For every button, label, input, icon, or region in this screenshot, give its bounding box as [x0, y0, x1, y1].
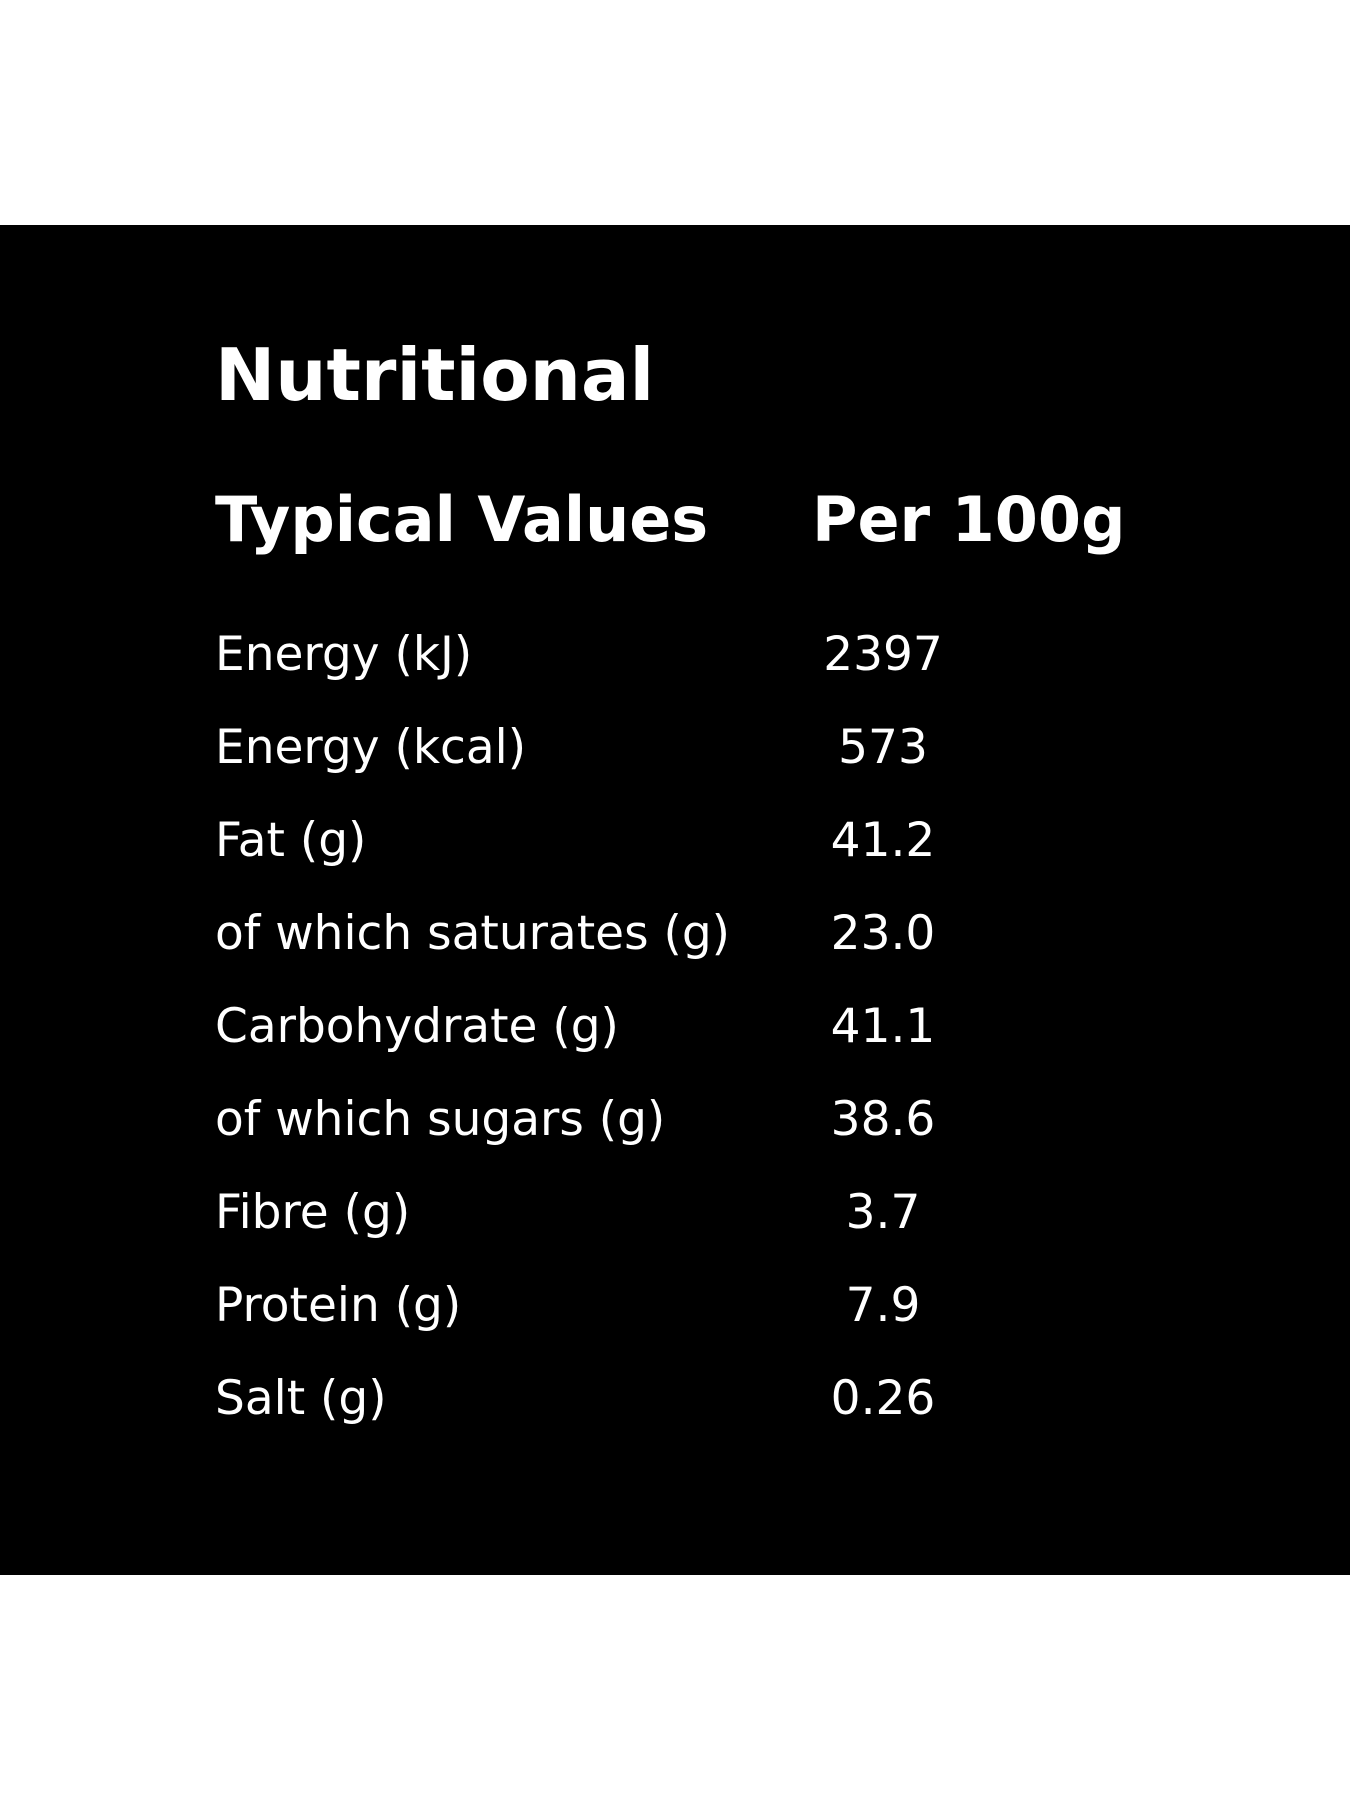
- row-value: 3.7: [845, 1185, 921, 1240]
- row-label: Energy (kcal): [215, 720, 527, 775]
- row-value: 23.0: [830, 906, 936, 961]
- row-label: of which saturates (g): [215, 906, 731, 961]
- table-row: Energy (kcal) 573: [215, 708, 1135, 801]
- row-label: Energy (kJ): [215, 627, 473, 682]
- table-row: Protein (g) 7.9: [215, 1266, 1135, 1359]
- nutrition-panel: [0, 225, 1350, 1575]
- row-value: 7.9: [845, 1278, 921, 1333]
- table-row: Fibre (g) 3.7: [215, 1173, 1135, 1266]
- table-row: of which sugars (g) 38.6: [215, 1080, 1135, 1173]
- row-value: 41.1: [830, 999, 936, 1054]
- header-typical-values: Typical Values: [215, 483, 709, 556]
- panel-title: Nutritional: [215, 333, 655, 417]
- table-row: of which saturates (g) 23.0: [215, 894, 1135, 987]
- table-header: Typical Values Per 100g: [215, 480, 1135, 560]
- row-value: 41.2: [830, 813, 936, 868]
- row-value: 2397: [823, 627, 943, 682]
- row-value: 38.6: [830, 1092, 936, 1147]
- row-value: 573: [838, 720, 928, 775]
- table-row: Fat (g) 41.2: [215, 801, 1135, 894]
- row-label: Protein (g): [215, 1278, 462, 1333]
- row-value: 0.26: [830, 1371, 936, 1426]
- table-row: Energy (kJ) 2397: [215, 615, 1135, 708]
- nutrition-table: Energy (kJ) 2397 Energy (kcal) 573 Fat (…: [215, 615, 1135, 1452]
- row-label: Fat (g): [215, 813, 367, 868]
- row-label: of which sugars (g): [215, 1092, 666, 1147]
- table-row: Carbohydrate (g) 41.1: [215, 987, 1135, 1080]
- header-per-100g: Per 100g: [812, 483, 1126, 556]
- row-label: Salt (g): [215, 1371, 387, 1426]
- row-label: Carbohydrate (g): [215, 999, 619, 1054]
- row-label: Fibre (g): [215, 1185, 411, 1240]
- table-row: Salt (g) 0.26: [215, 1359, 1135, 1452]
